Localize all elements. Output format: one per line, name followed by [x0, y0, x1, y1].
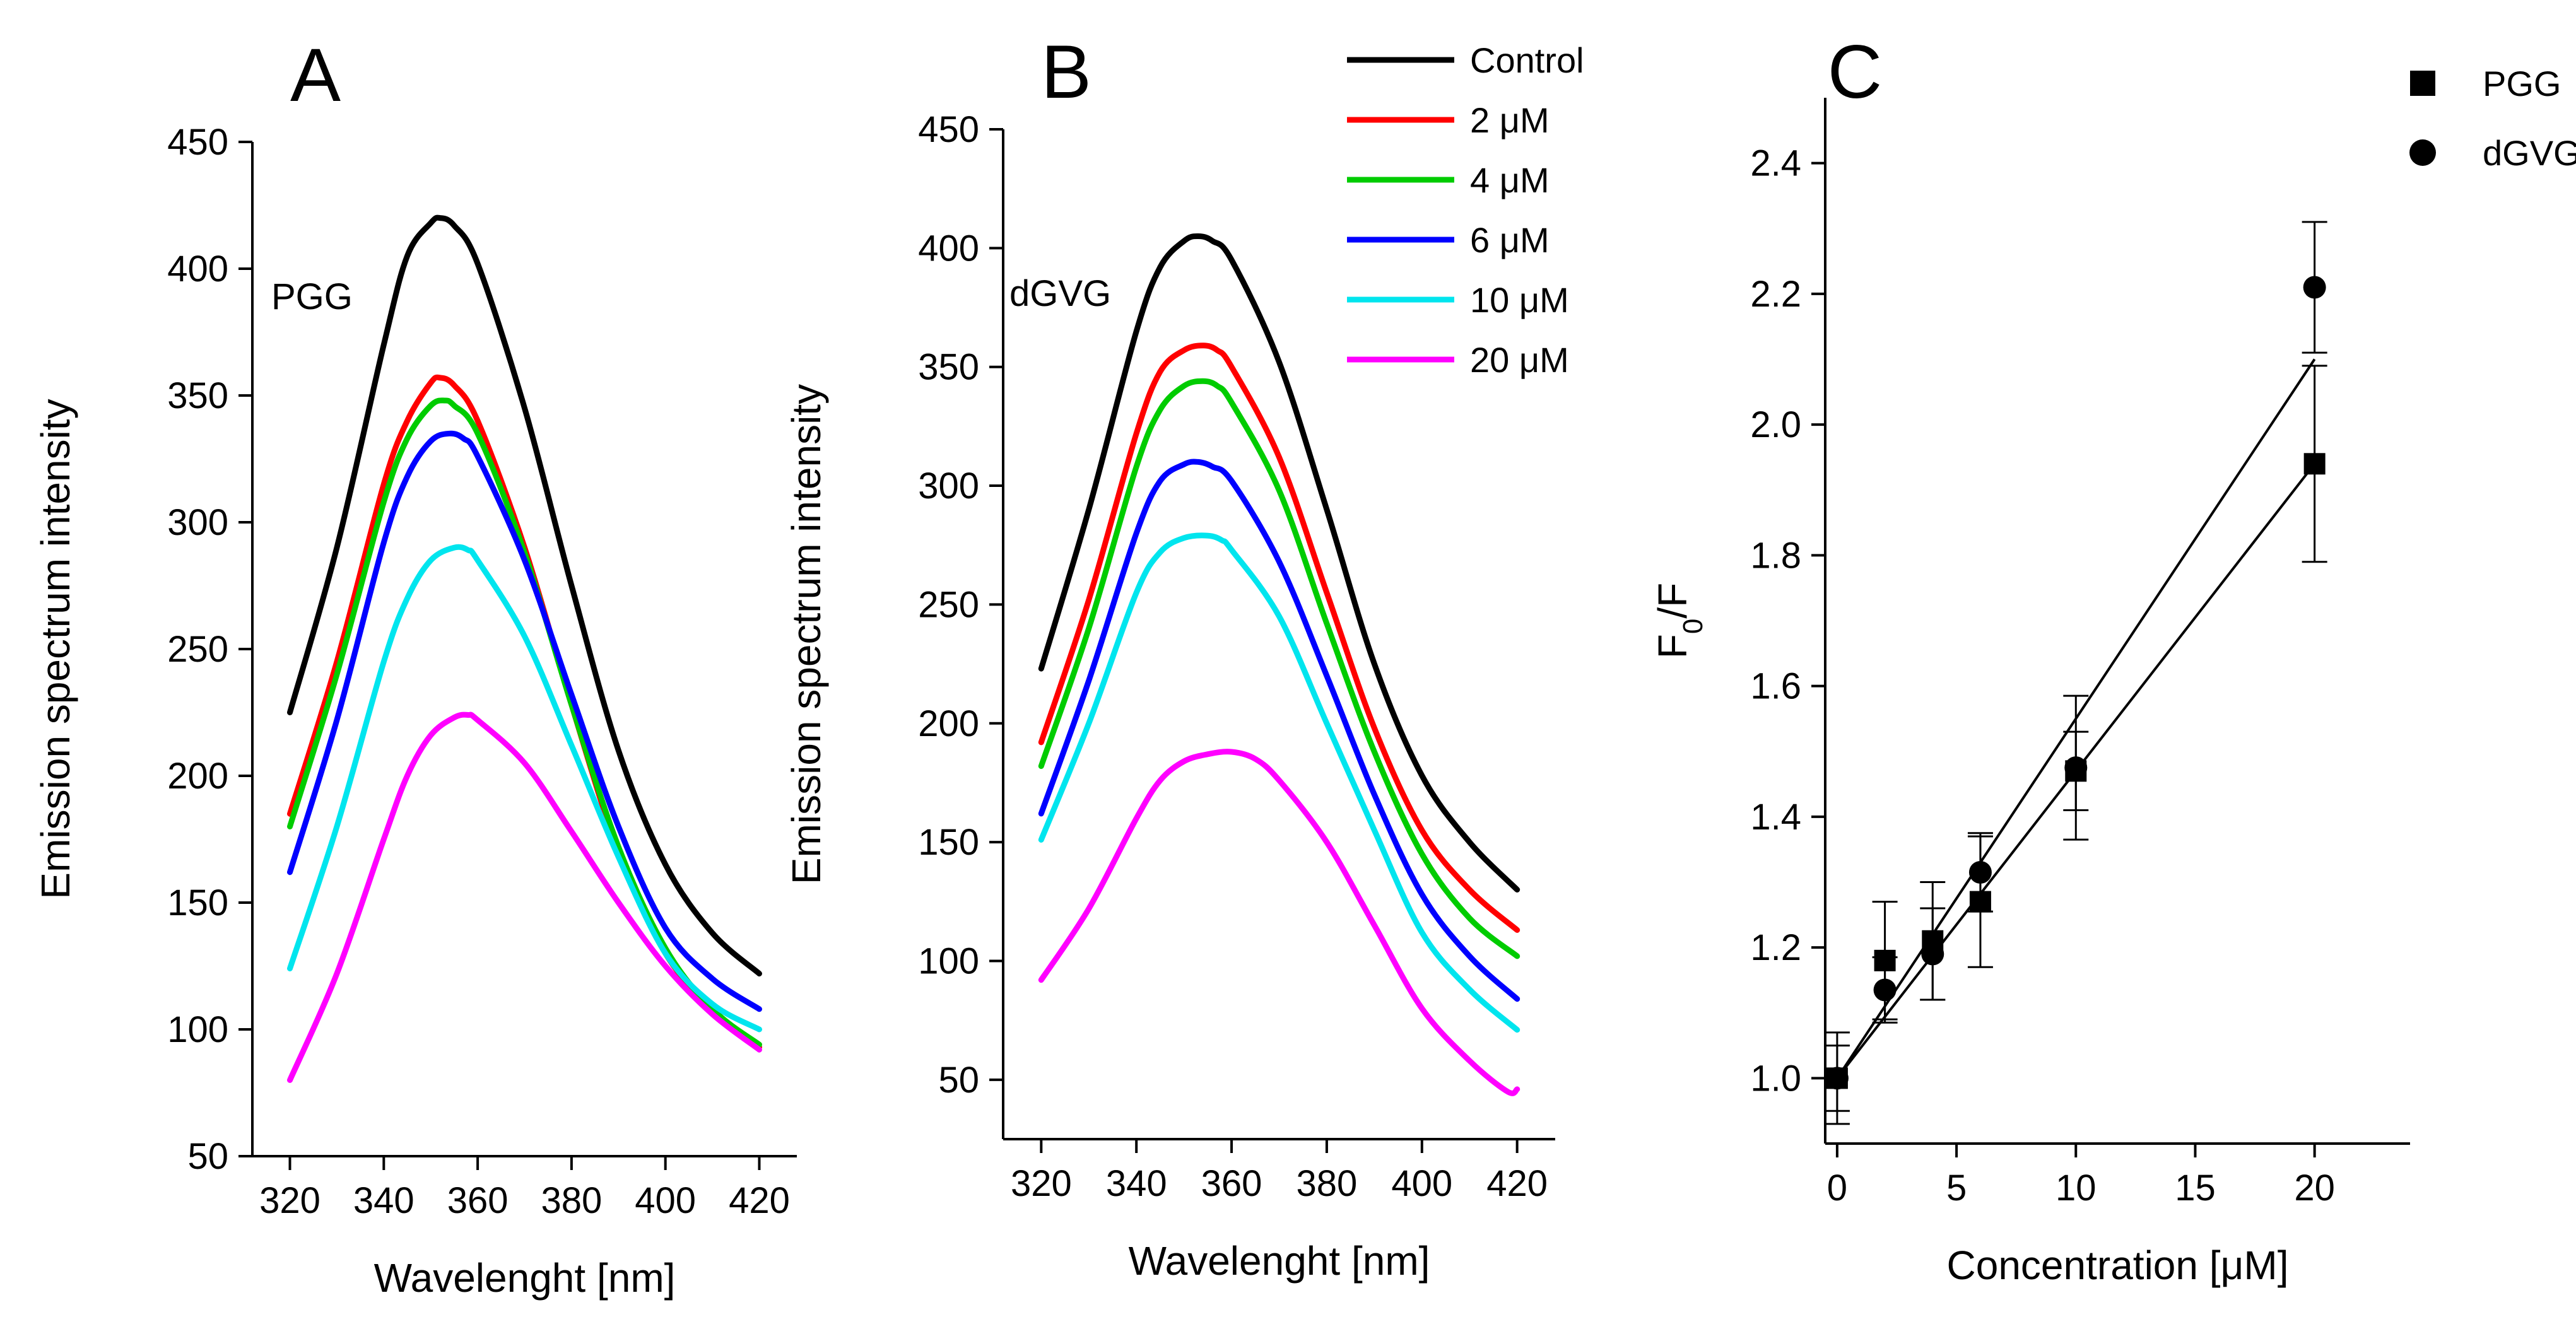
- x-tick-label: 320: [1011, 1163, 1072, 1204]
- y-label-tail: /F: [1650, 583, 1695, 619]
- y-tick-label: 250: [918, 584, 979, 625]
- y-tick-label: 150: [167, 882, 228, 923]
- y-tick-label: 400: [167, 249, 228, 290]
- y-axis-label: Emission spectrum intensity: [33, 399, 78, 899]
- x-tick-label: 320: [259, 1180, 321, 1221]
- panel-letter: A: [290, 33, 341, 117]
- point-dgvg: [2064, 756, 2088, 780]
- series-line-2-um: [1038, 342, 1520, 933]
- y-tick-label: 200: [167, 756, 228, 797]
- y-tick-label: 100: [918, 940, 979, 981]
- y-tick-label: 1.2: [1750, 927, 1801, 968]
- legend-label: 20 μM: [1470, 340, 1569, 380]
- legend-label: 6 μM: [1470, 220, 1550, 260]
- scatter-legend: PGG dGVG: [2409, 64, 2576, 173]
- y-tick-label: 300: [918, 465, 979, 506]
- x-tick-label: 15: [2175, 1168, 2216, 1209]
- series-line-control: [1038, 233, 1520, 893]
- x-tick-label: 420: [729, 1180, 790, 1221]
- y-tick-label: 250: [167, 629, 228, 670]
- y-tick-label: 1.0: [1750, 1058, 1801, 1099]
- y-tick-label: 350: [167, 375, 228, 416]
- legend-label: 10 μM: [1470, 280, 1569, 320]
- x-axis-label: Wavelenght [nm]: [1129, 1238, 1430, 1284]
- inner-label: PGG: [271, 276, 353, 317]
- y-tick-label: 450: [167, 122, 228, 163]
- panel-c: 0 5 10 15 20 1.0 1.2 1.4 1.6 1.8 2.0 2.2 2.4 C Concent…: [1650, 30, 2576, 1288]
- point-dgvg: [1968, 860, 1992, 884]
- panel-a: 320 340 360 380 400 420 50 100 150 200 250 300 350 40…: [33, 33, 797, 1301]
- panel-letter: C: [1828, 30, 1883, 114]
- x-tick-label: 20: [2294, 1168, 2335, 1209]
- y-tick-label: 1.8: [1750, 535, 1801, 576]
- x-tick-label: 400: [635, 1180, 696, 1221]
- y-tick-label: 2.4: [1750, 143, 1801, 184]
- legend-label: Control: [1470, 40, 1584, 80]
- series-line-20-um: [1038, 749, 1520, 1096]
- legend-label: 4 μM: [1470, 160, 1550, 200]
- legend-label: 2 μM: [1470, 100, 1550, 140]
- point-dgvg: [2303, 276, 2326, 299]
- y-tick-label: 300: [167, 502, 228, 543]
- y-axis-label: Emission spectrum intensity: [784, 384, 829, 884]
- y-tick-label: 1.6: [1750, 666, 1801, 707]
- x-tick-label: 340: [353, 1180, 415, 1221]
- point-dgvg: [1921, 942, 1944, 966]
- series-line-10-um: [1038, 532, 1520, 1033]
- series-line-10-um: [287, 544, 762, 1033]
- point-dgvg: [1825, 1067, 1849, 1090]
- y-tick-label: 200: [918, 703, 979, 744]
- spectra-legend: Control 2 μM 4 μM 6 μM 10 μM 20 μM: [1347, 40, 1584, 380]
- series-line-20-um: [287, 711, 762, 1083]
- legend-marker-dgvg: [2409, 139, 2436, 166]
- legend-label: PGG: [2483, 64, 2561, 103]
- y-tick-label: 450: [918, 109, 979, 150]
- x-tick-label: 10: [2056, 1168, 2097, 1209]
- y-tick-label: 350: [918, 347, 979, 388]
- x-tick-label: 340: [1106, 1163, 1167, 1204]
- x-axis-label: Concentration [μM]: [1947, 1243, 2289, 1288]
- series-line-control: [287, 214, 762, 977]
- y-tick-label: 50: [187, 1136, 228, 1177]
- x-tick-label: 400: [1391, 1163, 1452, 1204]
- legend-label: dGVG: [2483, 133, 2576, 173]
- panel-b: 320 340 360 380 400 420 50 100 150 200 250 300 350 40…: [784, 30, 1555, 1284]
- x-tick-label: 420: [1486, 1163, 1548, 1204]
- x-tick-label: 380: [541, 1180, 603, 1221]
- x-axis-label: Wavelenght [nm]: [374, 1255, 676, 1301]
- series-line-2-um: [287, 374, 762, 1050]
- y-tick-label: 50: [938, 1060, 979, 1101]
- point-pgg: [2303, 453, 2326, 475]
- series-line-4-um: [1038, 378, 1520, 959]
- legend-marker-pgg: [2410, 71, 2435, 96]
- series-line-4-um: [287, 397, 762, 1048]
- y-tick-label: 400: [918, 228, 979, 269]
- x-tick-label: 0: [1827, 1168, 1847, 1209]
- series-line-6-um: [287, 430, 762, 1012]
- y-tick-label: 2.0: [1750, 404, 1801, 445]
- point-dgvg: [1873, 978, 1897, 1002]
- y-axis-label: F0/F: [1650, 583, 1709, 659]
- y-tick-label: 150: [918, 822, 979, 863]
- y-label-sub: 0: [1678, 619, 1709, 634]
- inner-label: dGVG: [1009, 273, 1111, 314]
- y-tick-label: 100: [167, 1009, 228, 1050]
- x-tick-label: 360: [1201, 1163, 1262, 1204]
- y-tick-label: 2.2: [1750, 274, 1801, 315]
- y-tick-label: 1.4: [1750, 797, 1801, 838]
- x-tick-label: 5: [1946, 1168, 1967, 1209]
- x-tick-label: 380: [1297, 1163, 1358, 1204]
- panel-letter: B: [1041, 30, 1091, 114]
- series-line-6-um: [1038, 459, 1520, 1002]
- x-tick-label: 360: [447, 1180, 509, 1221]
- y-label-main: F: [1650, 634, 1695, 659]
